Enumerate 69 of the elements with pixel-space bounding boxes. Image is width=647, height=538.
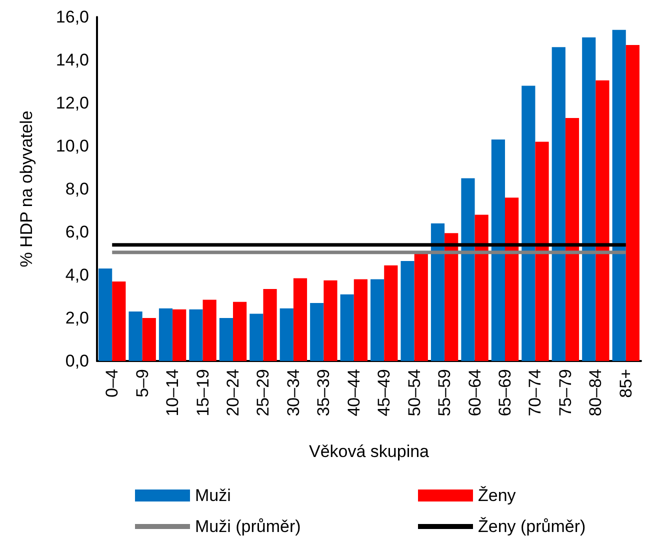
bar: [340, 294, 354, 361]
legend-label: Ženy (průměr): [478, 517, 586, 536]
bar: [370, 279, 384, 361]
bar: [263, 288, 277, 361]
bar: [626, 44, 640, 361]
x-tick-label: 25–29: [254, 369, 273, 416]
y-tick-label: 6,0: [65, 222, 89, 242]
bar: [128, 312, 142, 361]
x-tick-label: 5–9: [132, 369, 152, 398]
bar: [461, 178, 475, 361]
legend-label: Ženy: [478, 486, 516, 505]
y-tick-label: 2,0: [65, 308, 89, 328]
bar: [535, 142, 549, 361]
x-tick-label: 65–69: [496, 369, 514, 416]
bar: [414, 254, 428, 361]
x-tick-label: 45–49: [374, 369, 394, 416]
y-tick-label: 0,0: [65, 352, 89, 370]
x-tick-label: 0–4: [102, 369, 122, 398]
x-tick-label: 55–59: [435, 369, 454, 416]
bar: [400, 261, 414, 361]
y-tick-label: 12,0: [56, 94, 89, 112]
x-tick-label: 85+: [616, 368, 636, 398]
x-tick-label: 80–84: [586, 369, 606, 416]
x-tick-label: 40–44: [344, 369, 364, 416]
y-tick-label: 14,0: [56, 50, 89, 70]
x-tick-label: 70–74: [526, 369, 545, 416]
x-tick-label: 60–64: [465, 369, 484, 416]
bar: [219, 318, 233, 361]
x-tick-label: 75–79: [556, 369, 575, 416]
x-tick-label: 15–19: [193, 369, 212, 416]
bar: [354, 279, 368, 361]
bar: [552, 47, 566, 361]
bar: [596, 80, 610, 361]
x-tick-label: 20–24: [224, 369, 242, 416]
x-tick-label: 10–14: [163, 369, 182, 416]
x-axis-title: Věková skupina: [308, 442, 430, 461]
bar: [384, 265, 398, 361]
bar: [112, 281, 126, 361]
bar: [505, 198, 519, 361]
bar: [324, 280, 338, 361]
legend-label: Muži: [195, 486, 231, 505]
bar: [565, 118, 580, 361]
x-tick-label: 50–54: [404, 369, 424, 416]
y-tick-label: 8,0: [65, 180, 89, 198]
bar: [293, 278, 308, 361]
bar: [202, 300, 216, 361]
bar: [444, 233, 458, 361]
bar: [491, 140, 505, 361]
bar: [172, 309, 186, 361]
bar: [280, 308, 294, 361]
y-tick-label: 16,0: [56, 8, 89, 26]
y-tick-label: 4,0: [65, 266, 89, 284]
bar: [430, 223, 445, 361]
legend-label: Muži (průměr): [195, 517, 301, 536]
bar: [612, 30, 626, 361]
bar: [233, 302, 247, 361]
bar: [189, 309, 203, 361]
bar: [582, 37, 596, 361]
y-tick-label: 10,0: [56, 136, 89, 156]
x-tick-label: 35–39: [314, 369, 334, 416]
bar: [142, 318, 156, 361]
y-axis-title: % HDP na obyvatele: [17, 110, 36, 268]
bar: [474, 214, 488, 361]
bar: [522, 86, 536, 361]
bar: [250, 314, 264, 361]
x-tick-label: 30–34: [284, 369, 303, 416]
bar: [310, 302, 324, 361]
bar: [158, 308, 173, 361]
bar: [98, 268, 112, 361]
